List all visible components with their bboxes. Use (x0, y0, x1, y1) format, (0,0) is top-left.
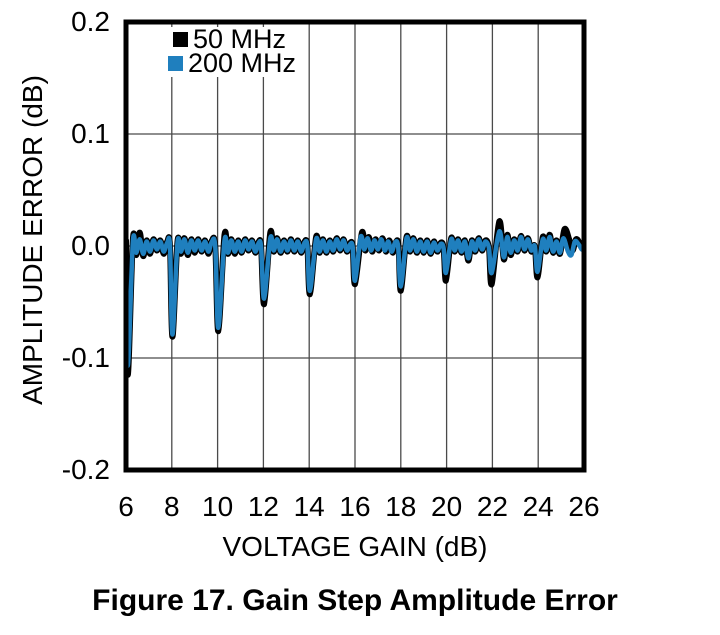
x-tick-label: 20 (431, 491, 463, 522)
x-tick-label: 12 (247, 491, 279, 522)
legend-label-50mhz: 50 MHz (193, 24, 287, 54)
series-line-200-mhz (126, 229, 584, 369)
legend-label-200mhz: 200 MHz (188, 48, 297, 78)
figure-caption: Figure 17. Gain Step Amplitude Error (92, 584, 618, 617)
plot-border (123, 19, 587, 473)
x-tick-label: 6 (118, 491, 134, 522)
legend-item-50mhz: 50 MHz (173, 24, 296, 54)
y-tick-label: -0.1 (61, 342, 110, 373)
y-tick-label: 0.1 (71, 118, 110, 149)
y-tick-label: 0.2 (71, 6, 110, 37)
x-tick-label: 18 (385, 491, 417, 522)
x-tick-label: 22 (476, 491, 508, 522)
y-tick-label: -0.2 (61, 454, 110, 485)
legend-item-200mhz: 200 MHz (168, 48, 297, 78)
legend-swatch-50mhz-icon (173, 31, 188, 47)
x-tick-label: 8 (164, 491, 180, 522)
x-axis-title: VOLTAGE GAIN (dB) (222, 531, 488, 562)
y-tick-label: 0.0 (71, 230, 110, 261)
x-tick-label: 14 (293, 491, 325, 522)
y-axis-title: AMPLITUDE ERROR (dB) (17, 75, 48, 405)
x-tick-label: 10 (202, 491, 234, 522)
x-tick-label: 16 (339, 491, 371, 522)
x-tick-label: 24 (522, 491, 554, 522)
x-tick-label: 26 (568, 491, 600, 522)
legend-swatch-200mhz-icon (168, 55, 183, 71)
legend: 50 MHz 200 MHz (165, 24, 307, 78)
